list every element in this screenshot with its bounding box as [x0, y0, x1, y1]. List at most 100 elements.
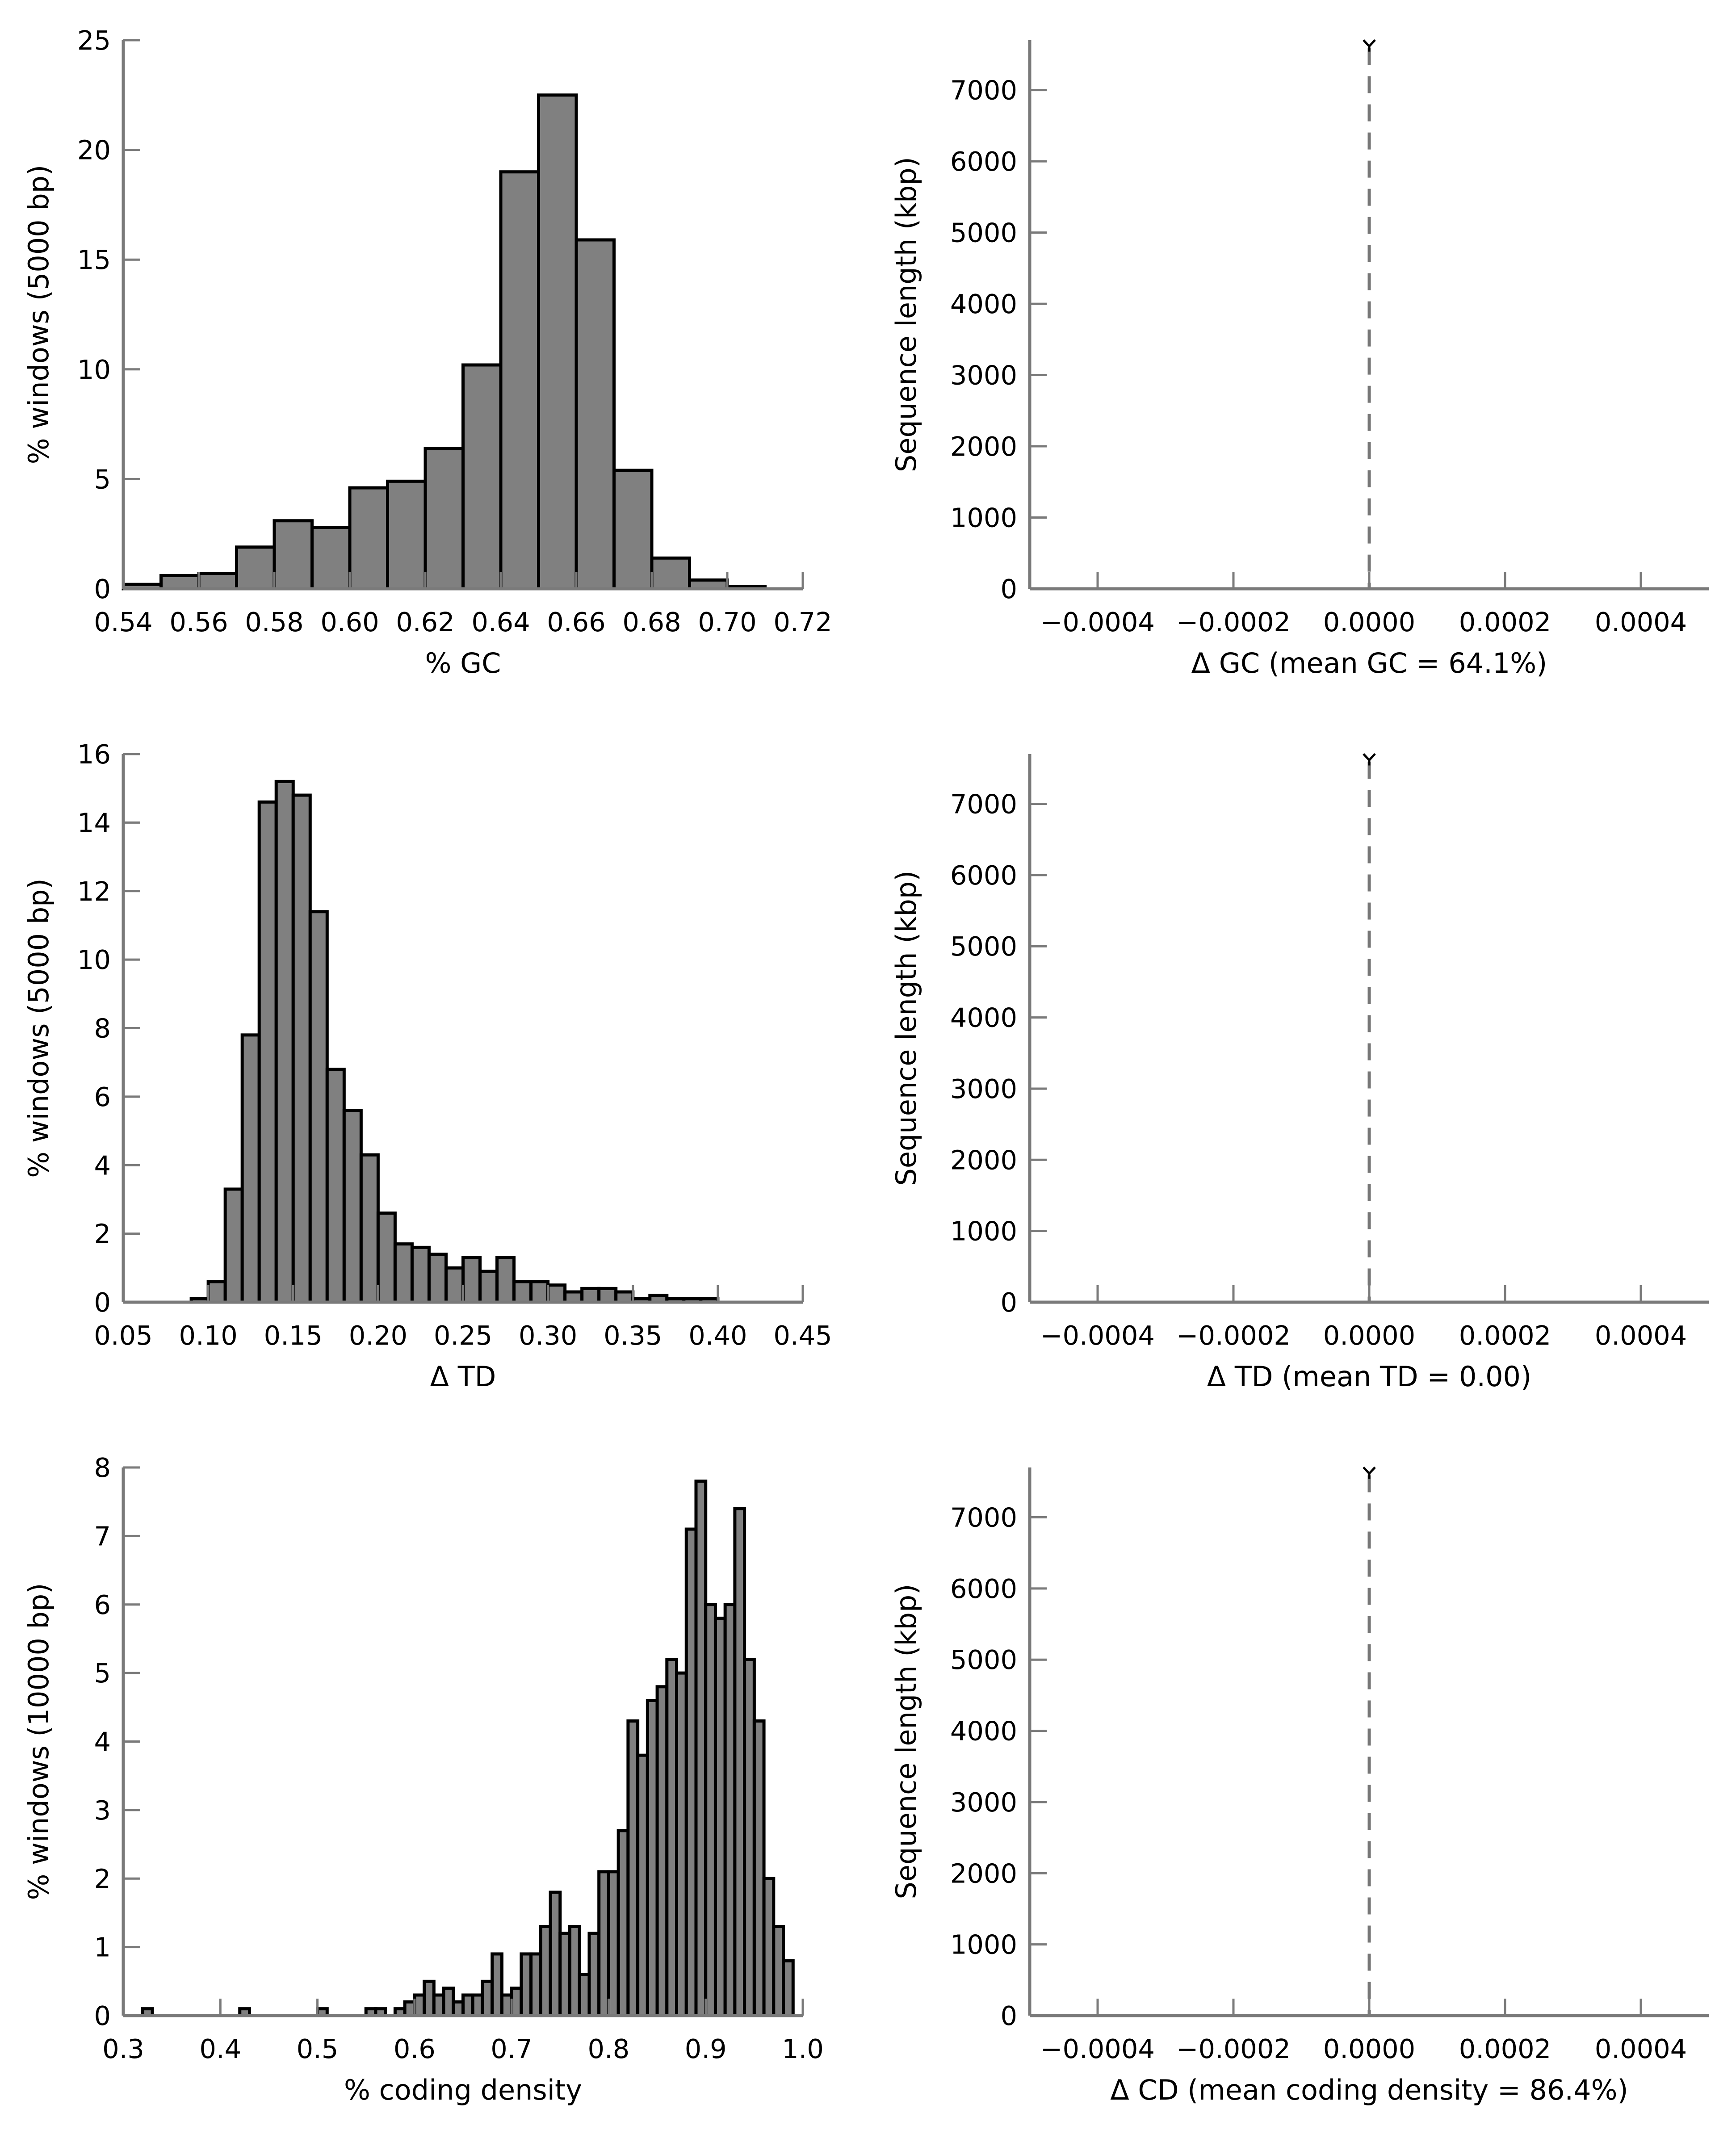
y-tick-label: 14	[77, 807, 111, 838]
x-tick-label: −0.0004	[1040, 1320, 1155, 1351]
x-tick-label: 0.0000	[1323, 2033, 1415, 2064]
histogram-bar	[444, 1266, 465, 1304]
chart-panel-3: 0.05 0.10 0.15 0.20 0.25 0.30 0.35 0.40 0.45 0 2 4 6…	[22, 739, 832, 1393]
x-axis-label: Δ GC (mean GC = 64.1%)	[1191, 647, 1547, 679]
histogram-bar	[257, 800, 278, 1304]
x-tick-label: 0.0002	[1459, 607, 1551, 637]
y-tick-label: 1000	[950, 1216, 1017, 1247]
x-tick-label: 0.72	[773, 607, 832, 637]
y-tick-label: 8	[94, 1013, 111, 1044]
x-tick-label: 0.0000	[1323, 1320, 1415, 1351]
x-tick-label: 0.0004	[1595, 1320, 1687, 1351]
histogram-bar	[206, 1280, 227, 1304]
x-tick-label: −0.0002	[1176, 2033, 1291, 2064]
histogram-bar	[461, 1256, 482, 1304]
histogram-bar	[424, 447, 465, 591]
y-tick-label: 6000	[950, 1573, 1017, 1604]
y-tick-label: 10	[77, 354, 111, 385]
y-tick-label: 1000	[950, 1929, 1017, 1960]
x-tick-label: 0.6	[394, 2033, 436, 2064]
histogram-bar	[235, 545, 276, 591]
x-tick-label: 0.56	[169, 607, 228, 637]
y-tick-label: 4000	[950, 1002, 1017, 1033]
x-tick-label: 0.68	[622, 607, 681, 637]
x-tick-label: −0.0002	[1176, 1320, 1291, 1351]
x-tick-label: 0.3	[102, 2033, 144, 2064]
x-tick-label: −0.0004	[1040, 607, 1155, 637]
y-tick-label: 3	[94, 1795, 111, 1826]
x-axis-label: Δ TD	[430, 1360, 496, 1393]
x-tick-label: 0.45	[773, 1320, 832, 1351]
histogram-bar	[393, 1242, 414, 1304]
chart-panel-5: 0.3 0.4 0.5 0.6 0.7 0.8 0.9 1.0 0 1 2 3 4 5 6 7 8 % codin…	[22, 1452, 824, 2106]
y-tick-label: 1000	[950, 503, 1017, 533]
y-tick-label: 7	[94, 1521, 111, 1551]
y-tick-label: 7000	[950, 789, 1017, 820]
y-tick-label: 5000	[950, 931, 1017, 962]
y-tick-label: 5000	[950, 1644, 1017, 1675]
histogram-bar	[427, 1253, 448, 1304]
y-tick-label: 3000	[950, 360, 1017, 391]
y-tick-label: 10	[77, 944, 111, 975]
y-axis-label: % windows (5000 bp)	[22, 165, 55, 464]
histogram-bar	[348, 486, 389, 591]
y-tick-label: 7000	[950, 1502, 1017, 1533]
x-tick-label: 0.60	[320, 607, 379, 637]
y-axis-label: Sequence length (kbp)	[890, 871, 923, 1186]
histogram-bar	[274, 780, 295, 1304]
histogram-bar	[546, 1283, 567, 1304]
histogram-bar	[273, 519, 314, 591]
x-tick-label: 0.62	[396, 607, 454, 637]
histogram-bar	[612, 469, 654, 591]
histogram-bar	[529, 1280, 550, 1304]
x-axis-label: Δ TD (mean TD = 0.00)	[1207, 1360, 1531, 1393]
y-axis-label: % windows (10000 bp)	[22, 1583, 55, 1900]
x-tick-label: 0.0000	[1323, 607, 1415, 637]
y-tick-label: 6000	[950, 146, 1017, 177]
x-tick-label: −0.0004	[1040, 2033, 1155, 2064]
x-tick-label: 0.0004	[1595, 2033, 1687, 2064]
histogram-bar	[197, 572, 238, 591]
y-tick-label: 0	[1000, 1287, 1017, 1318]
histogram-bar	[291, 793, 312, 1304]
x-axis-label: % coding density	[344, 2074, 582, 2106]
y-tick-label: 4	[94, 1727, 111, 1757]
y-tick-label: 1	[94, 1932, 111, 1963]
x-tick-label: 0.4	[199, 2033, 241, 2064]
y-tick-label: 6	[94, 1082, 111, 1112]
y-tick-label: 16	[77, 739, 111, 770]
y-tick-label: 0	[94, 1287, 111, 1318]
histogram-bar	[359, 1153, 380, 1304]
histogram-bar	[478, 1270, 499, 1304]
histogram-bar	[342, 1109, 363, 1304]
y-tick-label: 5000	[950, 218, 1017, 248]
y-tick-label: 2000	[950, 431, 1017, 462]
x-tick-label: 0.0004	[1595, 607, 1687, 637]
x-tick-label: 0.8	[588, 2033, 630, 2064]
y-axis-label: Sequence length (kbp)	[890, 1584, 923, 1899]
x-tick-label: 0.70	[698, 607, 756, 637]
histogram-bar	[782, 1959, 795, 2017]
histogram-bar	[159, 574, 201, 591]
histogram-bar	[499, 170, 540, 591]
x-tick-label: 0.66	[547, 607, 605, 637]
histogram-bar	[410, 1245, 431, 1304]
histogram-bar	[537, 93, 578, 591]
chart-panel-6: −0.0004 −0.0002 0.0000 0.0002 0.0004 0 1000 200…	[890, 1466, 1709, 2106]
data-point-marker	[1363, 1466, 1376, 1479]
x-tick-label: 0.30	[519, 1320, 577, 1351]
histogram-bar	[574, 238, 616, 591]
chart-panel-4: −0.0004 −0.0002 0.0000 0.0002 0.0004 0 1000 200…	[890, 753, 1709, 1393]
y-tick-label: 4000	[950, 1716, 1017, 1747]
y-tick-label: 2	[94, 1863, 111, 1894]
y-tick-label: 20	[77, 135, 111, 166]
y-tick-label: 0	[1000, 2000, 1017, 2031]
x-tick-label: 1.0	[782, 2033, 824, 2064]
y-tick-label: 4000	[950, 289, 1017, 319]
y-tick-label: 6	[94, 1589, 111, 1620]
y-axis-label: Sequence length (kbp)	[890, 157, 923, 472]
y-tick-label: 3000	[950, 1787, 1017, 1818]
x-tick-label: −0.0002	[1176, 607, 1291, 637]
histogram-bar	[461, 363, 503, 591]
